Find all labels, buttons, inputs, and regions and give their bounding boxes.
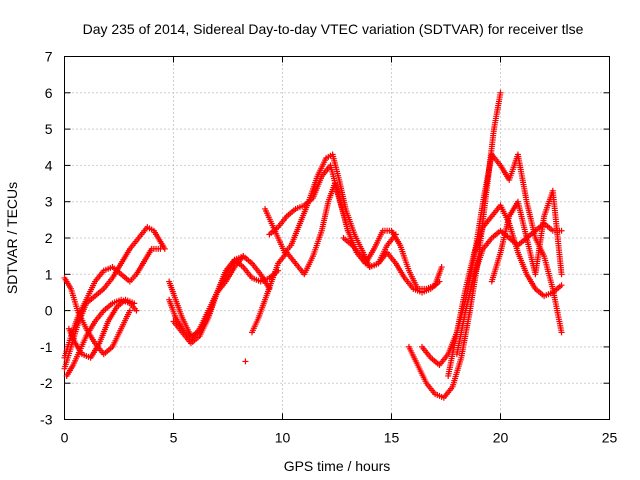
series-arc-17 [488,187,565,285]
y-tick-label: 2 [45,230,53,246]
y-tick-label: -1 [40,339,53,355]
chart-title: Day 235 of 2014, Sidereal Day-to-day VTE… [83,21,584,37]
data-point [133,307,140,314]
x-tick-label: 5 [170,430,178,446]
series-arc-16 [453,220,565,358]
axis-ticks [64,56,610,420]
series-arc-15 [445,202,565,379]
y-tick-label: 6 [45,85,53,101]
series-arc-2 [61,245,164,361]
outlier-point [242,358,249,365]
series-outliers [242,358,249,365]
data-point [558,282,565,289]
data-marks [61,89,565,401]
y-tick-label: 4 [45,157,53,173]
series-arc-12 [340,235,443,296]
data-point [558,329,565,336]
y-tick-labels: -3 -2 -1 0 1 2 3 4 5 6 7 [40,49,53,428]
series-arc-9 [248,180,351,336]
series-arc-14 [419,151,565,369]
x-axis-title: GPS time / hours [284,458,391,474]
x-tick-label: 0 [61,430,69,446]
data-point [497,89,504,96]
y-tick-label: -3 [40,412,53,428]
y-tick-label: 1 [45,266,53,282]
x-tick-label: 25 [602,430,618,446]
y-tick-label: -2 [40,375,53,391]
x-tick-label: 20 [493,430,509,446]
data-point [240,253,247,260]
series-arc-5 [65,296,138,361]
x-tick-label: 15 [384,430,400,446]
x-tick-labels: 0 5 10 15 20 25 [61,430,618,446]
y-tick-label: 0 [45,303,53,319]
data-point [436,278,443,285]
series-arc-11 [266,162,445,292]
data-point [558,271,565,278]
y-tick-label: 5 [45,121,53,137]
series-arc-4 [61,274,133,358]
x-tick-label: 10 [275,430,291,446]
data-point [438,264,445,271]
y-tick-label: 3 [45,194,53,210]
data-point [126,307,133,314]
data-point [131,300,138,307]
data-point [157,245,164,252]
y-axis-title: SDTVAR / TECUs [4,182,20,294]
y-tick-label: 7 [45,49,53,65]
